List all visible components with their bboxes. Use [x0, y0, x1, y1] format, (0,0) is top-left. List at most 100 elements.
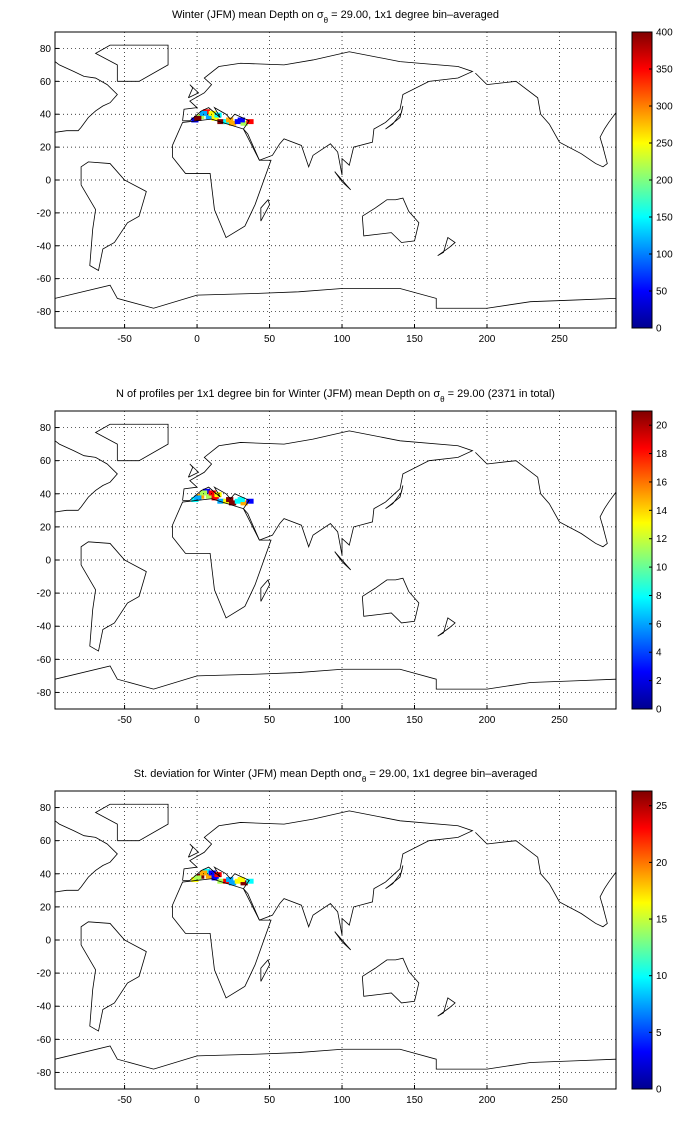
data-patch — [214, 492, 222, 498]
data-patch — [228, 880, 237, 886]
x-tick-label: 0 — [194, 334, 200, 345]
x-tick-label: -50 — [117, 334, 132, 345]
data-patch — [214, 112, 222, 118]
coastline — [94, 44, 169, 82]
data-patch — [208, 110, 216, 116]
coastline — [385, 105, 404, 130]
colorbar-tick-label: 16 — [656, 477, 668, 488]
x-tick-label: 200 — [479, 334, 496, 345]
title-part: = 29.00 (2371 in total) — [445, 388, 555, 400]
colorbar-tick-label: 300 — [656, 102, 673, 113]
y-tick-label: -40 — [37, 622, 52, 633]
y-tick-label: 0 — [45, 556, 51, 567]
colorbar-tick-label: 5 — [656, 1028, 662, 1039]
y-tick-label: -60 — [37, 274, 52, 285]
title-part: = 29.00, 1x1 degree bin–averaged — [328, 9, 499, 21]
coastline — [94, 803, 169, 842]
colorbar-tick-label: 200 — [656, 176, 673, 187]
title-part: θ — [324, 16, 329, 25]
colorbar-tick-label: 400 — [656, 28, 673, 39]
axes-frame — [54, 410, 617, 710]
map-panel: St. deviation for Winter (JFM) mean Dept… — [37, 768, 668, 1106]
coastline — [94, 423, 169, 462]
colorbar-tick-label: 10 — [656, 563, 668, 574]
data-patch — [246, 119, 254, 125]
x-tick-label: -50 — [117, 715, 132, 726]
y-tick-label: 60 — [40, 456, 52, 467]
colorbar-tick-label: 18 — [656, 449, 668, 460]
data-patch — [194, 115, 202, 121]
data-patch — [199, 490, 208, 496]
y-tick-label: -80 — [37, 307, 52, 318]
data-patch — [217, 878, 225, 884]
coastline — [187, 84, 200, 99]
y-tick-label: -20 — [37, 208, 52, 219]
map-content — [55, 423, 616, 690]
colorbar-tick-label: 25 — [656, 801, 668, 812]
x-tick-label: 200 — [479, 715, 496, 726]
colorbar — [631, 410, 653, 710]
x-tick-label: 100 — [334, 1095, 351, 1106]
data-patch — [205, 493, 214, 499]
colorbar-tick-label: 14 — [656, 506, 668, 517]
colorbar-tick-label: 0 — [656, 1085, 662, 1096]
coastline — [437, 617, 456, 637]
colorbar-tick-label: 350 — [656, 65, 673, 76]
colorbar — [631, 790, 653, 1090]
coastline — [55, 61, 118, 133]
y-tick-label: 20 — [40, 143, 52, 154]
data-patch — [211, 495, 219, 501]
data-patch — [199, 870, 208, 876]
x-tick-label: 0 — [194, 715, 200, 726]
x-tick-label: 50 — [264, 715, 276, 726]
coastline — [260, 198, 270, 222]
coastline — [182, 51, 474, 176]
x-tick-label: 150 — [406, 1095, 423, 1106]
y-tick-label: 60 — [40, 836, 52, 847]
data-patch — [208, 870, 216, 876]
map-content — [55, 803, 616, 1070]
colorbar-tick-label: 4 — [656, 648, 662, 659]
panel-title: St. deviation for Winter (JFM) mean Dept… — [134, 768, 538, 784]
coastline — [361, 957, 420, 1004]
colorbar-tick-label: 2 — [656, 676, 662, 687]
coastline — [334, 171, 352, 191]
colorbar-tick-label: 20 — [656, 421, 668, 432]
y-tick-label: 0 — [45, 176, 51, 187]
data-patch — [199, 110, 208, 116]
coastline — [80, 541, 147, 652]
coastline — [55, 820, 118, 893]
y-tick-label: -60 — [37, 655, 52, 666]
colorbar-tick-label: 12 — [656, 534, 668, 545]
x-tick-label: 150 — [406, 715, 423, 726]
colorbar-tick-label: 10 — [656, 971, 668, 982]
coastline — [437, 236, 456, 256]
y-tick-label: -40 — [37, 1002, 52, 1013]
data-patch — [237, 497, 245, 503]
data-patch — [194, 495, 202, 501]
x-tick-label: 250 — [551, 334, 568, 345]
coastline — [475, 832, 616, 928]
data-patch — [226, 117, 234, 123]
x-tick-label: 50 — [264, 1095, 276, 1106]
coastline — [475, 452, 616, 548]
y-tick-label: 0 — [45, 936, 51, 947]
coastline — [55, 665, 616, 690]
coastline — [361, 577, 420, 624]
coastline — [361, 197, 420, 243]
y-tick-label: -60 — [37, 1035, 52, 1046]
data-patch — [240, 880, 248, 886]
y-tick-label: -40 — [37, 241, 52, 252]
colorbar-tick-label: 15 — [656, 915, 668, 926]
y-tick-label: -80 — [37, 688, 52, 699]
y-tick-label: 40 — [40, 869, 52, 880]
coastline — [385, 865, 404, 890]
axes-frame — [54, 31, 617, 329]
y-tick-label: 80 — [40, 44, 52, 55]
coastline — [260, 959, 270, 982]
x-tick-label: 200 — [479, 1095, 496, 1106]
colorbar-tick-label: 250 — [656, 139, 673, 150]
x-tick-label: 250 — [551, 1095, 568, 1106]
coastline — [80, 161, 147, 272]
